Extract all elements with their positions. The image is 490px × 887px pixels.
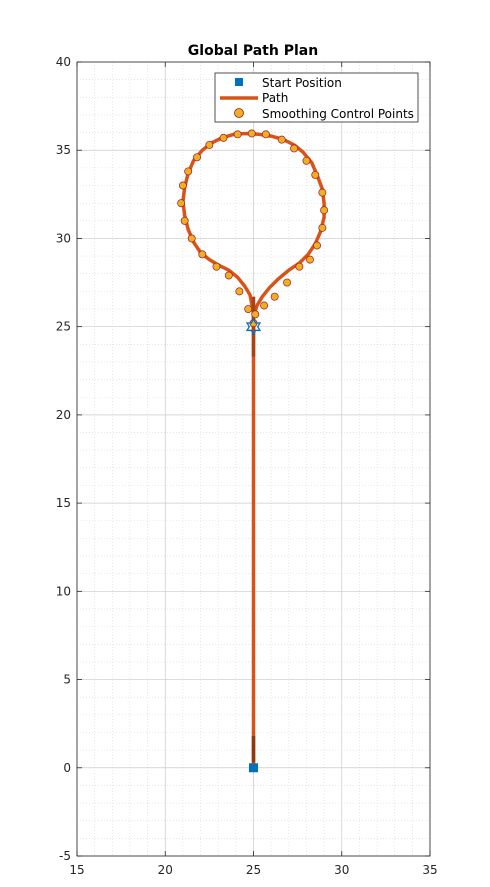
control-point xyxy=(219,133,228,142)
control-point xyxy=(283,278,291,287)
y-tick-label: 25 xyxy=(56,320,71,334)
control-point xyxy=(205,140,214,149)
control-point xyxy=(178,181,187,190)
y-tick-label: 35 xyxy=(56,143,71,157)
legend-entry-path: Path xyxy=(262,91,288,105)
control-point xyxy=(261,130,270,139)
y-tick-label: 30 xyxy=(56,231,71,245)
control-point xyxy=(313,241,321,250)
y-tick-label: 5 xyxy=(63,673,71,687)
control-point xyxy=(277,135,286,144)
legend-entry-smoothing-control-points: Smoothing Control Points xyxy=(262,107,414,121)
control-point xyxy=(318,223,327,232)
control-point xyxy=(235,287,244,296)
control-point xyxy=(177,199,186,208)
y-tick-label: -5 xyxy=(59,849,71,863)
y-tick-label: 20 xyxy=(56,408,71,422)
control-point xyxy=(198,250,207,259)
x-tick-label: 25 xyxy=(246,863,261,877)
hexagram-marker xyxy=(245,317,262,336)
control-point xyxy=(318,188,327,197)
control-point xyxy=(247,129,256,138)
x-tick-labels: 15 20 25 30 35 xyxy=(69,863,437,877)
legend-marker-smoothing-control-points xyxy=(234,108,244,118)
control-point xyxy=(290,144,299,153)
chart-title: Global Path Plan xyxy=(188,43,318,59)
plot-area xyxy=(177,129,329,773)
control-point xyxy=(320,206,329,215)
legend-marker-start-position xyxy=(235,78,243,86)
control-point xyxy=(244,305,253,313)
control-point xyxy=(251,310,260,319)
y-tick-label: 40 xyxy=(56,55,71,69)
control-point xyxy=(260,301,269,310)
y-tick-label: 10 xyxy=(56,584,71,598)
y-tick-labels: -5 0 5 10 15 20 25 30 35 40 xyxy=(56,55,71,863)
start-position-marker xyxy=(249,763,258,773)
control-point xyxy=(212,262,221,271)
control-point xyxy=(180,216,189,225)
x-tick-label: 30 xyxy=(334,863,349,877)
x-tick-label: 35 xyxy=(422,863,437,877)
control-point xyxy=(224,271,233,280)
x-tick-label: 15 xyxy=(69,863,84,877)
control-point xyxy=(302,156,311,165)
legend: Start Position Path Smoothing Control Po… xyxy=(214,72,419,123)
y-tick-label: 0 xyxy=(63,761,71,775)
control-point xyxy=(270,292,279,301)
control-point xyxy=(184,167,193,176)
control-point xyxy=(233,130,242,139)
control-point xyxy=(187,234,196,243)
y-tick-label: 15 xyxy=(56,496,71,510)
control-point xyxy=(193,153,201,162)
control-point xyxy=(306,255,314,264)
legend-entry-start-position: Start Position xyxy=(262,76,342,90)
control-point xyxy=(311,170,320,179)
x-tick-label: 20 xyxy=(158,863,173,877)
axis-ticks xyxy=(76,61,431,857)
control-point xyxy=(295,262,304,271)
